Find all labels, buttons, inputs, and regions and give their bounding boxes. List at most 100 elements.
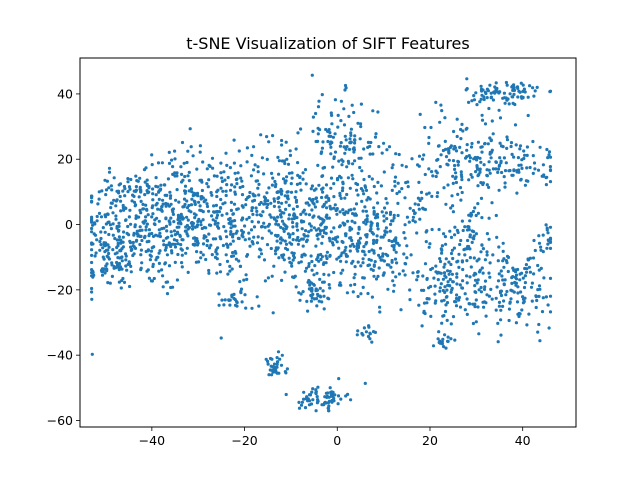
scatter-point xyxy=(250,153,254,157)
scatter-point xyxy=(223,178,227,182)
scatter-point xyxy=(525,166,529,170)
scatter-point xyxy=(316,163,320,167)
scatter-point xyxy=(262,258,267,262)
scatter-point xyxy=(189,187,194,191)
scatter-point xyxy=(255,241,260,245)
scatter-point xyxy=(446,339,450,343)
scatter-point xyxy=(495,285,499,289)
scatter-point xyxy=(195,225,199,229)
scatter-point xyxy=(310,259,314,264)
scatter-point xyxy=(102,243,106,247)
scatter-point xyxy=(111,222,115,226)
scatter-point xyxy=(351,177,355,181)
scatter-point xyxy=(381,252,385,256)
scatter-point xyxy=(374,214,378,218)
scatter-point xyxy=(434,100,438,104)
scatter-point xyxy=(349,133,353,137)
scatter-point xyxy=(272,365,276,369)
scatter-point xyxy=(457,295,461,300)
scatter-point xyxy=(109,206,113,210)
scatter-point xyxy=(138,225,142,229)
scatter-point xyxy=(436,278,440,282)
scatter-point xyxy=(463,292,467,296)
scatter-point xyxy=(260,236,264,240)
scatter-point xyxy=(546,303,550,307)
scatter-point xyxy=(197,200,201,204)
scatter-point xyxy=(233,192,237,196)
scatter-point xyxy=(299,292,303,296)
scatter-point xyxy=(219,171,223,175)
scatter-point xyxy=(461,228,465,233)
scatter-point xyxy=(298,175,302,179)
scatter-point xyxy=(232,202,237,206)
scatter-point xyxy=(373,135,378,139)
scatter-point xyxy=(402,231,406,235)
scatter-point xyxy=(382,170,386,174)
scatter-point xyxy=(170,251,174,255)
scatter-point xyxy=(189,203,194,207)
scatter-point xyxy=(280,138,284,143)
scatter-point xyxy=(119,286,123,290)
scatter-point xyxy=(352,244,356,248)
scatter-point xyxy=(207,178,211,182)
scatter-point xyxy=(353,272,357,276)
scatter-point xyxy=(124,264,128,268)
scatter-point xyxy=(371,109,375,113)
scatter-point xyxy=(157,269,161,273)
scatter-point xyxy=(477,257,481,261)
scatter-point xyxy=(205,182,209,186)
scatter-point xyxy=(283,181,287,185)
scatter-point xyxy=(336,402,340,406)
scatter-point xyxy=(97,197,101,201)
scatter-point xyxy=(197,217,201,221)
scatter-point xyxy=(99,215,104,219)
scatter-point xyxy=(294,285,298,289)
scatter-point xyxy=(127,260,131,264)
scatter-point xyxy=(332,156,336,161)
scatter-point xyxy=(243,293,247,297)
scatter-point xyxy=(104,188,109,192)
y-tick-label: 20 xyxy=(57,152,73,167)
scatter-point xyxy=(176,252,180,257)
scatter-point xyxy=(454,296,459,301)
scatter-point xyxy=(451,159,456,163)
scatter-point xyxy=(271,134,275,138)
scatter-point xyxy=(446,280,450,284)
scatter-point xyxy=(163,262,167,266)
scatter-point xyxy=(489,156,493,160)
scatter-point xyxy=(478,167,482,171)
scatter-point xyxy=(547,153,551,157)
scatter-point xyxy=(255,179,260,183)
scatter-point xyxy=(473,206,477,210)
scatter-point xyxy=(228,166,232,170)
scatter-point xyxy=(378,310,382,314)
scatter-point xyxy=(252,168,256,172)
scatter-point xyxy=(376,110,380,114)
scatter-point xyxy=(427,286,431,290)
scatter-point xyxy=(490,297,494,301)
scatter-point xyxy=(177,225,181,229)
scatter-point xyxy=(511,173,515,177)
scatter-point xyxy=(271,311,275,315)
scatter-point xyxy=(90,260,94,265)
scatter-point xyxy=(90,352,94,356)
scatter-point xyxy=(278,237,282,241)
scatter-point xyxy=(327,216,331,220)
scatter-point xyxy=(527,258,531,262)
scatter-point xyxy=(133,204,137,208)
scatter-point xyxy=(141,207,145,211)
scatter-point xyxy=(503,101,507,105)
scatter-point xyxy=(283,239,287,243)
x-axis: −40 −20 0 20 40 xyxy=(139,427,531,448)
scatter-point xyxy=(108,223,112,227)
scatter-point xyxy=(344,260,348,264)
scatter-point xyxy=(229,222,233,226)
scatter-point xyxy=(356,193,360,197)
scatter-point xyxy=(483,122,488,126)
scatter-point xyxy=(520,308,524,312)
scatter-point xyxy=(229,208,233,212)
scatter-point xyxy=(276,190,280,194)
scatter-point xyxy=(512,168,516,172)
scatter-point xyxy=(396,213,400,218)
scatter-point xyxy=(497,304,501,308)
